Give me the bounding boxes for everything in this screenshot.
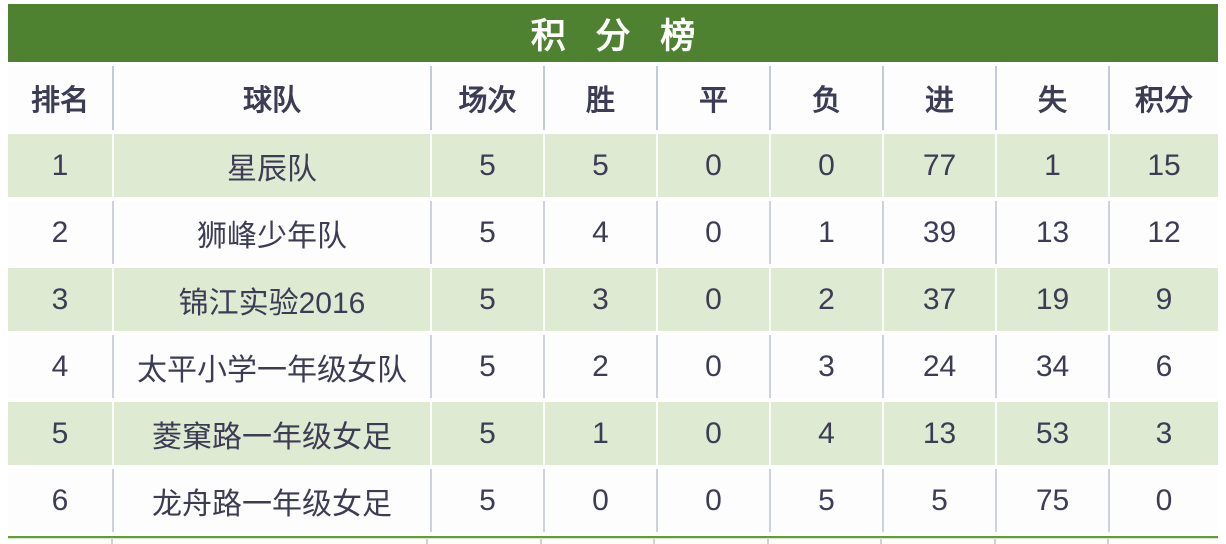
draws-cell: 0	[656, 134, 769, 197]
wins-cell: 5	[543, 134, 656, 197]
team-cell: 狮峰少年队	[112, 201, 430, 264]
team-cell: 菱窠路一年级女足	[112, 402, 430, 465]
losses-cell: 2	[769, 268, 882, 331]
rank-cell: 6	[8, 469, 112, 532]
cropped-cell	[110, 539, 427, 544]
played-cell: 5	[430, 268, 543, 331]
losses-cell: 0	[769, 134, 882, 197]
goals-against-cell: 13	[995, 201, 1108, 264]
rank-cell: 4	[8, 335, 112, 398]
cropped-cell	[766, 539, 881, 544]
draws-cell: 0	[656, 335, 769, 398]
goals-against-cell: 19	[995, 268, 1108, 331]
page-title: 积 分 榜	[530, 16, 706, 56]
rank-cell: 1	[8, 134, 112, 197]
cropped-cell	[993, 539, 1108, 544]
team-cell: 锦江实验2016	[112, 268, 430, 331]
draws-cell: 0	[656, 201, 769, 264]
team-cell: 太平小学一年级女队	[112, 335, 430, 398]
table-row: 2 狮峰少年队 5 4 0 1 39 13 12	[8, 201, 1218, 264]
column-header-team: 球队	[112, 66, 430, 130]
goals-against-cell: 53	[995, 402, 1108, 465]
points-cell: 6	[1108, 335, 1218, 398]
team-cell: 龙舟路一年级女足	[112, 469, 430, 532]
cropped-cell	[880, 539, 994, 544]
goals-against-cell: 1	[995, 134, 1108, 197]
goals-against-cell: 75	[995, 469, 1108, 532]
wins-cell: 2	[543, 335, 656, 398]
played-cell: 5	[430, 134, 543, 197]
points-cell: 9	[1108, 268, 1218, 331]
table-row: 3 锦江实验2016 5 3 0 2 37 19 9	[8, 268, 1218, 331]
played-cell: 5	[430, 201, 543, 264]
column-header-draws: 平	[656, 66, 769, 130]
cropped-cell	[8, 539, 111, 544]
bottom-divider	[8, 536, 1218, 539]
column-header-goals-against: 失	[995, 66, 1108, 130]
table-row: 5 菱窠路一年级女足 5 1 0 4 13 53 3	[8, 402, 1218, 465]
wins-cell: 0	[543, 469, 656, 532]
title-bar: 积 分 榜	[8, 4, 1218, 62]
wins-cell: 3	[543, 268, 656, 331]
cropped-cell	[426, 539, 540, 544]
column-header-played: 场次	[430, 66, 543, 130]
losses-cell: 4	[769, 402, 882, 465]
standings-page: 积 分 榜 排名 球队 场次 胜 平 负 进 失 积分	[8, 4, 1218, 544]
points-cell: 0	[1108, 469, 1218, 532]
draws-cell: 0	[656, 268, 769, 331]
table-row: 4 太平小学一年级女队 5 2 0 3 24 34 6	[8, 335, 1218, 398]
goals-against-cell: 34	[995, 335, 1108, 398]
table-row: 1 星辰队 5 5 0 0 77 1 15	[8, 134, 1218, 197]
played-cell: 5	[430, 402, 543, 465]
draws-cell: 0	[656, 469, 769, 532]
losses-cell: 5	[769, 469, 882, 532]
goals-for-cell: 24	[882, 335, 995, 398]
cropped-next-row	[8, 539, 1218, 544]
standings-table: 排名 球队 场次 胜 平 负 进 失 积分 1 星辰队 5 5 0 0 77 1 15 2 狮峰少年…	[8, 62, 1218, 536]
goals-for-cell: 5	[882, 469, 995, 532]
points-cell: 12	[1108, 201, 1218, 264]
wins-cell: 4	[543, 201, 656, 264]
column-header-points: 积分	[1108, 66, 1218, 130]
goals-for-cell: 13	[882, 402, 995, 465]
cropped-cell	[539, 539, 654, 544]
column-header-rank: 排名	[8, 66, 112, 130]
cropped-cell	[1107, 539, 1218, 544]
played-cell: 5	[430, 469, 543, 532]
losses-cell: 3	[769, 335, 882, 398]
rank-cell: 2	[8, 201, 112, 264]
played-cell: 5	[430, 335, 543, 398]
column-header-wins: 胜	[543, 66, 656, 130]
draws-cell: 0	[656, 402, 769, 465]
cropped-cell	[653, 539, 767, 544]
rank-cell: 5	[8, 402, 112, 465]
column-header-losses: 负	[769, 66, 882, 130]
goals-for-cell: 37	[882, 268, 995, 331]
wins-cell: 1	[543, 402, 656, 465]
rank-cell: 3	[8, 268, 112, 331]
goals-for-cell: 39	[882, 201, 995, 264]
header-row: 排名 球队 场次 胜 平 负 进 失 积分	[8, 66, 1218, 130]
losses-cell: 1	[769, 201, 882, 264]
points-cell: 3	[1108, 402, 1218, 465]
table-row: 6 龙舟路一年级女足 5 0 0 5 5 75 0	[8, 469, 1218, 532]
column-header-goals-for: 进	[882, 66, 995, 130]
points-cell: 15	[1108, 134, 1218, 197]
team-cell: 星辰队	[112, 134, 430, 197]
goals-for-cell: 77	[882, 134, 995, 197]
